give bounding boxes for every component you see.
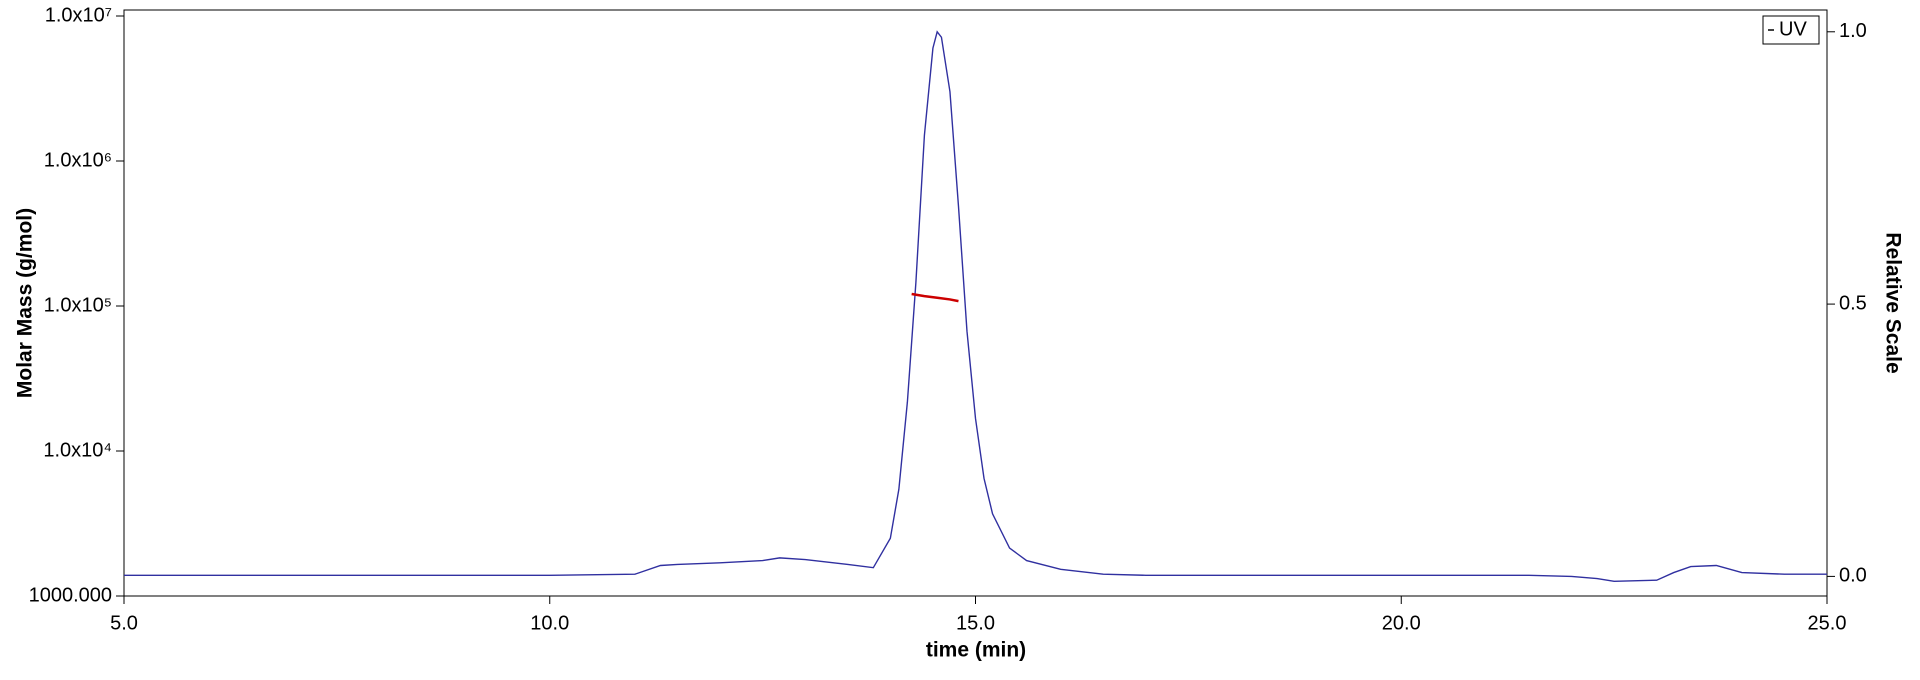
y-tick-label: 1.0x10⁴ [43, 439, 112, 461]
x-tick-label: 20.0 [1382, 612, 1421, 634]
y2-tick-label: 0.5 [1839, 292, 1867, 314]
x-tick-label: 25.0 [1808, 612, 1847, 634]
y-axis-title: Molar Mass (g/mol) [14, 208, 37, 398]
series-line [124, 30, 1827, 583]
series-line [911, 292, 959, 303]
x-tick-label: 10.0 [530, 612, 569, 634]
y-tick-label: 1000.000 [29, 584, 112, 606]
y-tick-label: 1.0x10⁵ [44, 294, 112, 316]
x-tick-label: 5.0 [110, 612, 138, 634]
legend-label: UV [1779, 18, 1807, 40]
y2-axis-title: Relative Scale [1881, 232, 1904, 373]
y-tick-label: 1.0x10⁶ [44, 149, 112, 171]
y2-tick-label: 1.0 [1839, 20, 1867, 42]
plot-frame [123, 9, 1828, 597]
x-tick-label: 15.0 [956, 612, 995, 634]
y2-tick-label: 0.0 [1839, 565, 1867, 587]
y-tick-label: 1.0x10⁷ [45, 4, 112, 26]
x-axis-title: time (min) [926, 639, 1026, 662]
